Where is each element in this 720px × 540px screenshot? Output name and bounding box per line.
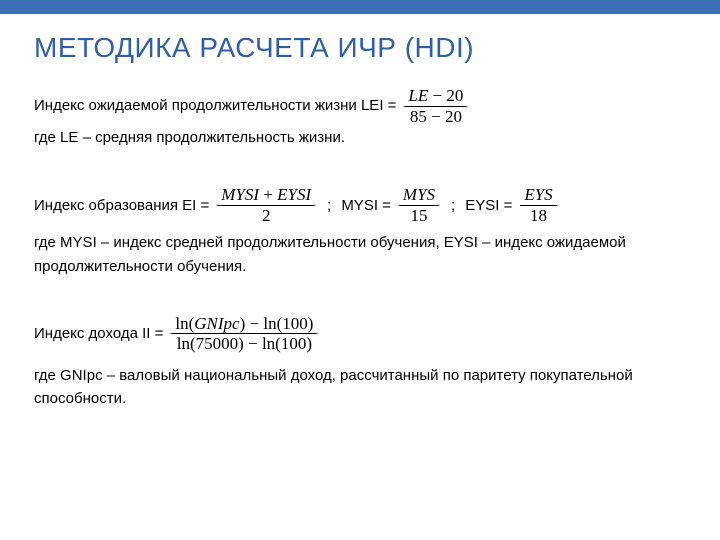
lei-fraction: LE − 20 85 − 20 <box>404 86 467 126</box>
ii-top-larg: GNIpc <box>194 314 239 333</box>
lei-top-num: 20 <box>446 86 463 105</box>
ii-top-rfn: ln <box>263 314 276 333</box>
eysi-label: EYSI = <box>465 194 512 217</box>
ii-formula-row: Индекс дохода II = ln(GNIpc) − ln(100) l… <box>34 314 686 354</box>
ei-top-a: MYSI <box>221 185 259 204</box>
ei-top-b: EYSI <box>277 185 311 204</box>
ei-note: где MYSI – индекс средней продолжительно… <box>34 231 686 278</box>
accent-bar <box>0 0 720 14</box>
ii-bot-op: − <box>248 334 258 353</box>
lei-top-op: − <box>433 86 443 105</box>
ei-sep-2: ; <box>451 194 455 217</box>
ii-top-rarg: 100 <box>282 314 308 333</box>
ei-section: Индекс образования EI = MYSI + EYSI 2 ; … <box>34 185 686 278</box>
lei-top-var: LE <box>408 86 428 105</box>
ii-fraction: ln(GNIpc) − ln(100) ln(75000) − ln(100) <box>171 314 317 354</box>
lei-label: Индекс ожидаемой продолжительности жизни… <box>34 94 396 117</box>
mysi-top: MYS <box>399 185 439 206</box>
lei-bot-a: 85 <box>410 107 427 126</box>
eysi-bot: 18 <box>526 206 551 226</box>
mysi-fraction: MYS 15 <box>399 185 439 225</box>
ei-fraction: MYSI + EYSI 2 <box>217 185 315 225</box>
ii-section: Индекс дохода II = ln(GNIpc) − ln(100) l… <box>34 314 686 411</box>
slide-content: МЕТОДИКА РАСЧЕТА ИЧР (HDI) Индекс ожидае… <box>0 14 720 411</box>
ei-formula-row: Индекс образования EI = MYSI + EYSI 2 ; … <box>34 185 686 225</box>
lei-bot-b: 20 <box>445 107 462 126</box>
ii-bot-lfn: ln <box>177 334 190 353</box>
ei-bot: 2 <box>258 206 275 226</box>
page-title: МЕТОДИКА РАСЧЕТА ИЧР (HDI) <box>34 32 686 64</box>
ii-bot-rarg: 100 <box>281 334 307 353</box>
ii-top-lfn: ln <box>175 314 188 333</box>
mysi-bot: 15 <box>406 206 431 226</box>
ii-top-op: − <box>250 314 260 333</box>
ii-label: Индекс дохода II = <box>34 322 163 345</box>
eysi-top: EYS <box>520 185 556 206</box>
ei-top-op: + <box>263 185 273 204</box>
eysi-fraction: EYS 18 <box>520 185 556 225</box>
ei-sep-1: ; <box>327 194 331 217</box>
ei-label: Индекс образования EI = <box>34 194 209 217</box>
ii-note: где GNIpc – валовый национальный доход, … <box>34 364 686 411</box>
ii-bot-rfn: ln <box>262 334 275 353</box>
lei-bot-op: − <box>431 107 441 126</box>
lei-formula-row: Индекс ожидаемой продолжительности жизни… <box>34 86 686 126</box>
ii-bot-larg: 75000 <box>196 334 239 353</box>
lei-note: где LE – средняя продолжительность жизни… <box>34 126 686 149</box>
lei-section: Индекс ожидаемой продолжительности жизни… <box>34 86 686 149</box>
mysi-label: MYSI = <box>341 194 391 217</box>
